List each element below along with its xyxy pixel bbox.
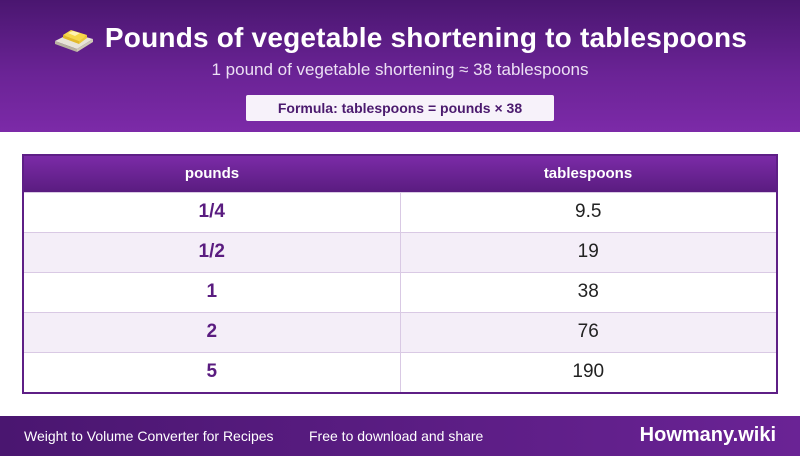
formula-badge: Formula: tablespoons = pounds × 38	[246, 95, 554, 121]
pounds-cell: 2	[24, 311, 401, 352]
pounds-cell: 1/2	[24, 231, 401, 272]
conversion-table: pounds tablespoons 1/4 9.5 1/2 19 1 38 2…	[22, 154, 778, 394]
tablespoons-cell: 9.5	[400, 191, 776, 232]
butter-icon	[54, 30, 93, 52]
footer-tagline: Free to download and share	[309, 428, 484, 444]
table-row: 5 190	[24, 351, 776, 392]
brand-logo[interactable]: Howmany.wiki	[639, 424, 776, 446]
table-row: 1 38	[24, 271, 776, 312]
tablespoons-cell: 190	[400, 351, 776, 392]
title-row: Pounds of vegetable shortening to tables…	[0, 18, 800, 58]
footer-site-link[interactable]: Weight to Volume Converter for Recipes	[24, 428, 274, 444]
footer-bar: Weight to Volume Converter for Recipes F…	[0, 416, 800, 456]
table-row: 1/2 19	[24, 231, 776, 272]
table-header-row: pounds tablespoons	[24, 156, 776, 192]
pounds-cell: 1/4	[24, 191, 401, 232]
table-row: 2 76	[24, 311, 776, 352]
page-title: Pounds of vegetable shortening to tables…	[104, 22, 748, 53]
table-row: 1/4 9.5	[24, 191, 776, 232]
column-header-pounds: pounds	[24, 156, 400, 192]
tablespoons-cell: 19	[400, 231, 776, 272]
tablespoons-cell: 76	[400, 311, 776, 352]
tablespoons-cell: 38	[400, 271, 776, 312]
subtitle: 1 pound of vegetable shortening ≈ 38 tab…	[211, 60, 589, 79]
column-header-tablespoons: tablespoons	[400, 156, 776, 192]
table: pounds tablespoons 1/4 9.5 1/2 19 1 38 2…	[24, 156, 776, 392]
pounds-cell: 5	[24, 351, 401, 392]
header-banner: Pounds of vegetable shortening to tables…	[0, 0, 800, 132]
pounds-cell: 1	[24, 271, 401, 312]
